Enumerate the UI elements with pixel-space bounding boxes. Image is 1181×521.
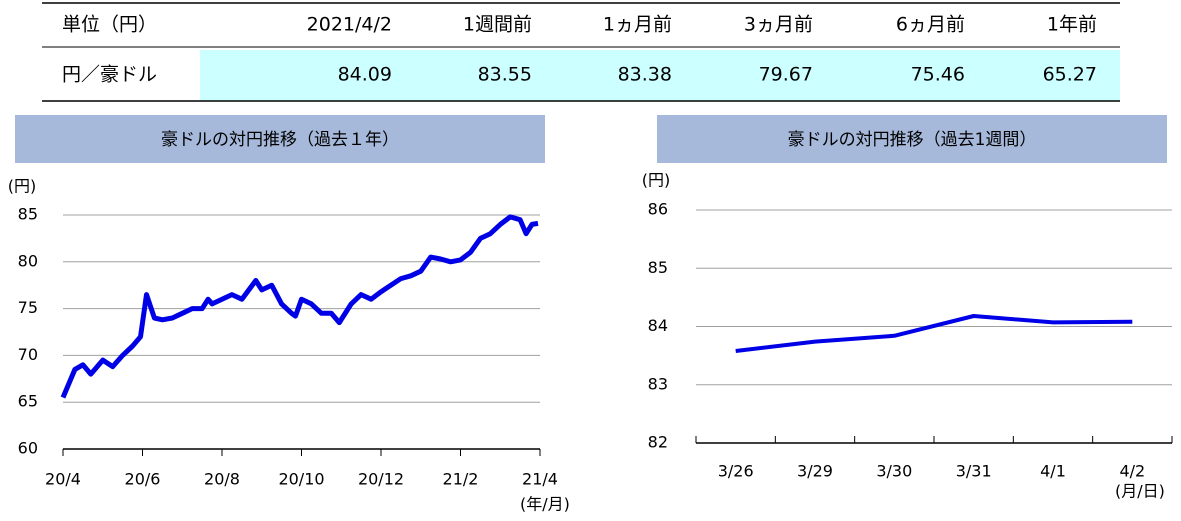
y-tick-label: 83 [648,374,668,393]
x-tick-label: 3/26 [718,462,754,481]
x-tick-label: 4/2 [1119,462,1145,481]
y-tick-label: 75 [18,298,38,317]
table-header: 2021/4/2 [307,14,392,36]
table-header: 1ヵ月前 [603,14,672,36]
x-tick-label: 20/6 [125,470,161,489]
y-unit-label: (円) [8,177,37,196]
table-cell: 84.09 [338,64,392,86]
table-header: 3ヵ月前 [744,14,813,36]
line [735,314,1133,353]
y-tick-label: 85 [18,205,38,224]
table-cell: 83.55 [478,64,532,86]
y-tick-label: 86 [648,200,668,219]
table-header: 単位（円） [62,14,157,36]
table-header: 1年前 [1047,14,1097,36]
x-tick-label: 21/4 [522,470,558,489]
y-tick-label: 85 [648,258,668,277]
y-tick-label: 82 [648,433,668,452]
x-tick-label: 20/10 [278,470,324,489]
y-tick-label: 70 [18,345,38,364]
x-tick-label: 3/31 [956,462,992,481]
table-cell: 83.38 [618,64,672,86]
table-header: 6ヵ月前 [896,14,965,36]
table-cell: 65.27 [1043,64,1097,86]
row-highlight [200,50,1120,101]
table-header: 1週間前 [463,14,532,36]
x-tick-label: 4/1 [1040,462,1066,481]
x-tick-label: 20/12 [358,470,404,489]
y-tick-label: 80 [18,251,38,270]
title-box [15,115,545,163]
x-tick-label: 3/29 [797,462,833,481]
line [60,214,539,399]
x-tick-label: 21/2 [443,470,479,489]
table-cell: 円／豪ドル [62,64,157,86]
title-box [657,115,1167,163]
x-unit-label: (月/日) [1115,482,1165,501]
x-tick-label: 20/8 [204,470,240,489]
y-tick-label: 84 [648,316,668,335]
chart-title: 豪ドルの対円推移（過去1週間） [788,129,1037,150]
x-tick-label: 3/30 [876,462,912,481]
table-cell: 75.46 [911,64,965,86]
table-cell: 79.67 [759,64,813,86]
y-tick-label: 60 [18,439,38,458]
y-tick-label: 65 [18,392,38,411]
x-tick-label: 20/4 [45,470,81,489]
y-unit-label: (円) [642,171,671,190]
chart-title: 豪ドルの対円推移（過去１年） [161,129,399,150]
x-unit-label: (年/月) [520,495,570,514]
